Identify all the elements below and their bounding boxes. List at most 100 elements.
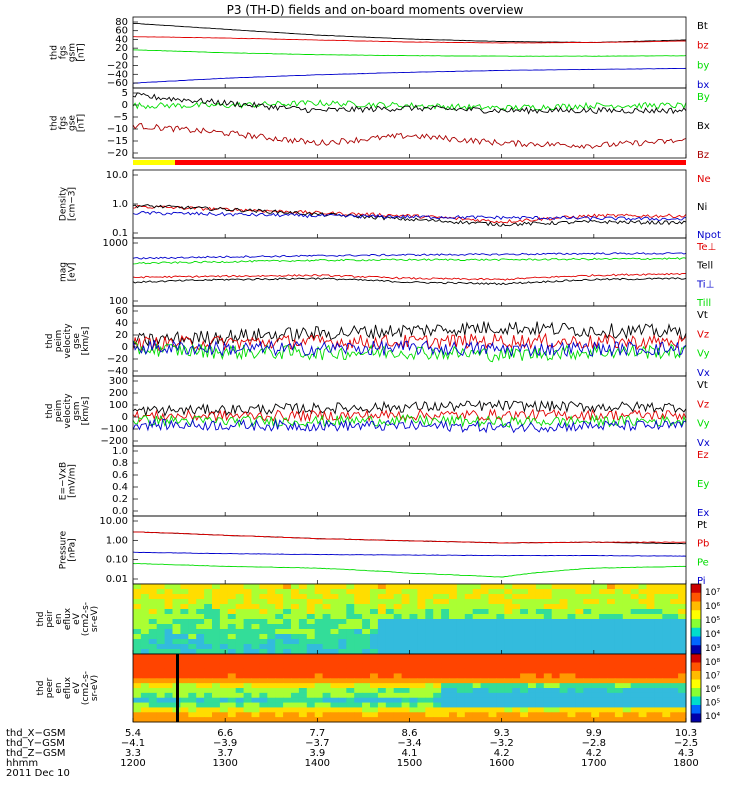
y-tick-label: 1000 — [103, 238, 128, 249]
spectrogram-cell — [425, 594, 434, 600]
spectrogram-cell — [204, 697, 213, 704]
spectrogram-cell — [528, 604, 537, 610]
spectrogram-cell — [243, 634, 252, 640]
spectrogram-cell — [227, 644, 237, 650]
spectrogram-cell — [583, 668, 592, 674]
spectrogram-cell — [370, 614, 379, 620]
spectrogram-cell — [607, 589, 616, 595]
spectrogram-cell — [551, 673, 561, 679]
spectrogram-cell — [298, 609, 308, 615]
spectrogram-cell — [504, 712, 513, 718]
spectrogram-cell — [267, 688, 276, 694]
spectrogram-cell — [275, 614, 284, 620]
spectrogram-cell — [188, 692, 197, 699]
spectrogram-cell — [346, 717, 355, 723]
spectrogram-cell — [219, 649, 229, 655]
spectrogram-cell — [243, 644, 252, 650]
spectrogram-cell — [219, 594, 229, 600]
spectrogram-cell — [314, 702, 324, 708]
spectrogram-cell — [291, 712, 300, 718]
spectrogram-cell — [614, 584, 624, 590]
spectrogram-cell — [480, 668, 489, 674]
spectrogram-cell — [559, 624, 568, 630]
spectrogram-cell — [259, 683, 268, 689]
spectrogram-cell — [638, 697, 647, 704]
spectrogram-cell — [291, 639, 300, 645]
spectrogram-cell — [622, 688, 632, 694]
y-tick-label: 0 — [122, 342, 128, 353]
y-axis-label: fgs — [59, 45, 69, 59]
spectrogram-cell — [528, 658, 537, 665]
spectrogram-cell — [567, 683, 576, 689]
y-axis-label: thd — [36, 612, 46, 627]
ephemeris-value: −4.1 — [121, 738, 145, 749]
spectrogram-cell — [504, 707, 513, 713]
spectrogram-cell — [243, 663, 252, 670]
spectrogram-cell — [575, 678, 584, 684]
spectrogram-cell — [535, 663, 545, 670]
legend-entry: Vt — [697, 380, 708, 391]
spectrogram-cell — [662, 678, 671, 684]
spectrogram-cell — [362, 658, 371, 665]
spectrogram-cell — [504, 692, 513, 699]
spectrogram-cell — [456, 589, 466, 595]
spectrogram-cell — [354, 663, 363, 670]
spectrogram-cell — [338, 629, 347, 635]
spectrogram-cell — [259, 619, 268, 625]
spectrogram-cell — [417, 658, 426, 665]
spectrogram-cell — [472, 614, 482, 620]
spectrogram-cell — [567, 639, 576, 645]
spectrogram-cell — [283, 619, 292, 625]
spectrogram-cell — [630, 604, 640, 610]
spectrogram-cell — [630, 584, 640, 590]
spectrogram-cell — [275, 668, 284, 674]
spectrogram-cell — [148, 678, 158, 684]
spectrogram-cell — [654, 614, 663, 620]
spectrogram-cell — [559, 712, 568, 718]
spectrogram-cell — [275, 663, 284, 670]
series-line-Ti⊥ — [132, 252, 687, 260]
spectrogram-cell — [464, 702, 474, 708]
spectrogram-cell — [164, 673, 173, 679]
spectrogram-cell — [512, 624, 521, 630]
spectrogram-cell — [275, 649, 284, 655]
spectrogram-cell — [393, 589, 403, 595]
spectrogram-cell — [346, 663, 355, 670]
spectrogram-cell — [377, 697, 387, 704]
spectrogram-cell — [330, 639, 339, 645]
spectrogram-cell — [377, 688, 387, 694]
spectrogram-cell — [472, 678, 482, 684]
spectrogram-cell — [338, 707, 347, 713]
spectrogram-cell — [575, 614, 584, 620]
spectrogram-cell — [417, 594, 426, 600]
spectrogram-cell — [449, 614, 458, 620]
spectrogram-cell — [551, 668, 561, 674]
spectrogram-cell — [591, 634, 600, 640]
spectrogram-cell — [535, 678, 545, 684]
spectrogram-cell — [520, 717, 529, 723]
ephemeris-value: 1300 — [212, 758, 237, 769]
spectrogram-cell — [472, 604, 482, 610]
spectrogram-cell — [306, 629, 316, 635]
spectrogram-cell — [528, 609, 537, 615]
spectrogram-cell — [662, 604, 671, 610]
spectrogram-cell — [370, 688, 379, 694]
y-tick-label: 0 — [122, 100, 128, 111]
spectrogram-cell — [662, 707, 671, 713]
spectrogram-cell — [662, 649, 671, 655]
spectrogram-cell — [267, 624, 276, 630]
spectrogram-cell — [377, 692, 387, 699]
spectrogram-cell — [409, 692, 418, 699]
spectrogram-cell — [409, 644, 418, 650]
spectrogram-cell — [464, 712, 474, 718]
spectrogram-cell — [433, 658, 442, 665]
spectrogram-cell — [575, 599, 584, 605]
spectrogram-cell — [322, 644, 331, 650]
y-tick-label: −15 — [107, 136, 128, 147]
spectrogram-cell — [599, 717, 608, 723]
spectrogram-cell — [314, 644, 324, 650]
spectrogram-cell — [385, 604, 395, 610]
spectrogram-cell — [330, 644, 339, 650]
spectrogram-cell — [528, 688, 537, 694]
